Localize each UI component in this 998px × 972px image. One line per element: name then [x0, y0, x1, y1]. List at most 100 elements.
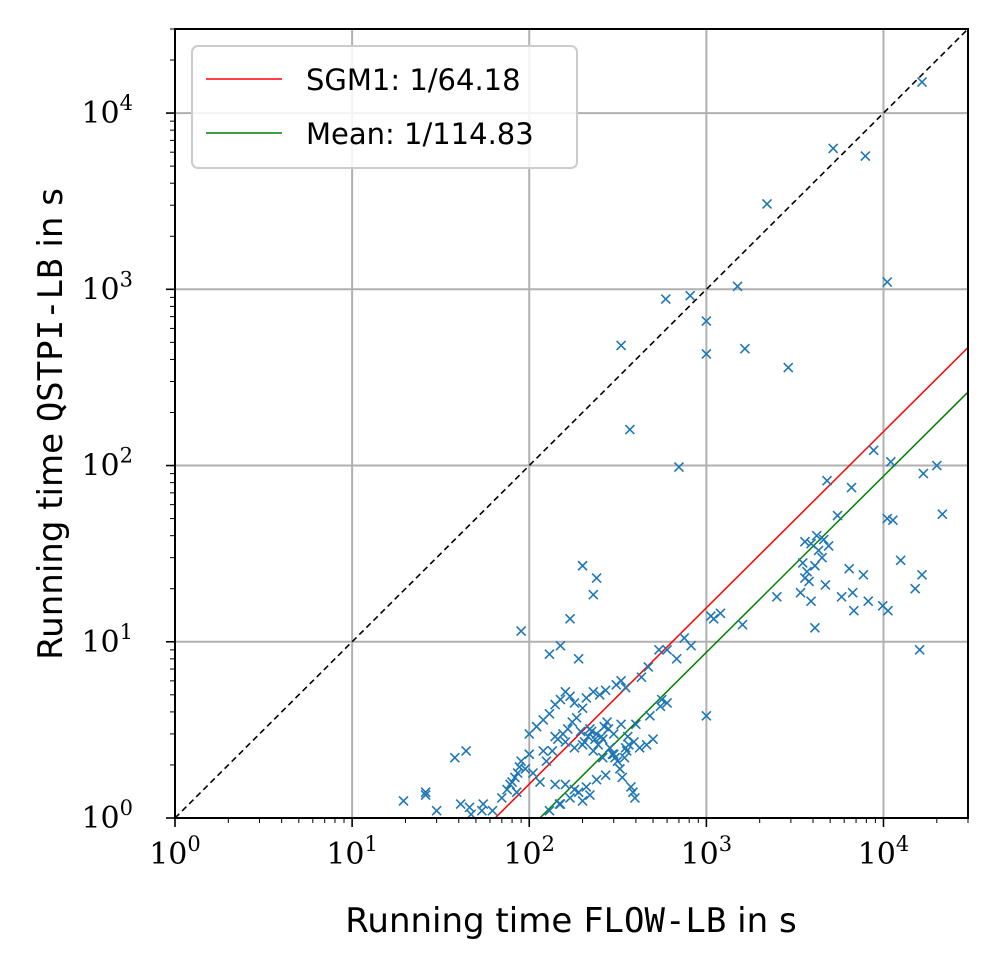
data-point — [600, 685, 611, 696]
data-point — [805, 596, 817, 607]
data-point — [516, 626, 527, 637]
y-tick-label: 102 — [81, 444, 133, 484]
data-point — [737, 619, 748, 630]
data-point — [868, 445, 879, 456]
data-point — [541, 756, 552, 767]
data-point — [715, 608, 726, 619]
data-point — [820, 579, 831, 591]
data-point — [858, 569, 869, 580]
data-point — [597, 752, 608, 763]
data-point — [588, 589, 599, 600]
data-point — [844, 563, 855, 574]
data-point — [847, 587, 858, 598]
data-point — [544, 805, 555, 816]
data-point — [478, 798, 489, 810]
data-points — [398, 76, 948, 820]
data-point — [818, 534, 829, 545]
diagonal-line — [174, 28, 969, 819]
data-point — [761, 198, 773, 210]
data-point — [918, 468, 929, 479]
data-point — [581, 692, 592, 704]
data-point — [701, 710, 712, 721]
data-point — [832, 510, 843, 521]
data-point — [732, 281, 743, 292]
data-point — [910, 583, 921, 594]
data-point — [589, 734, 601, 745]
data-point — [516, 756, 527, 767]
data-point — [828, 143, 839, 154]
data-point — [863, 596, 874, 607]
data-point — [660, 294, 671, 305]
data-point — [554, 798, 565, 810]
sgm1-line — [494, 346, 969, 819]
data-point — [588, 745, 599, 757]
data-point — [593, 739, 604, 750]
y-tick-label: 101 — [81, 620, 133, 660]
data-point — [624, 424, 635, 435]
data-point — [882, 605, 894, 616]
data-point — [627, 787, 639, 798]
data-point — [591, 572, 602, 584]
data-point — [783, 362, 794, 373]
data-point — [644, 710, 655, 721]
x-axis-label-prefix: Running time — [345, 901, 583, 941]
data-point — [591, 774, 602, 785]
data-point — [550, 779, 561, 790]
data-point — [573, 787, 584, 798]
data-point — [511, 787, 522, 798]
data-point — [577, 560, 588, 571]
data-point — [885, 456, 896, 467]
data-point — [573, 653, 584, 664]
y-tick-label: 100 — [81, 796, 133, 836]
data-point — [701, 316, 712, 327]
x-tick-label: 104 — [858, 832, 910, 872]
x-tick-label: 101 — [326, 832, 378, 872]
data-point — [931, 460, 942, 471]
data-point — [586, 726, 597, 737]
data-point — [555, 640, 566, 651]
data-point — [617, 772, 628, 783]
data-point — [809, 622, 820, 633]
data-point — [836, 591, 847, 602]
data-point — [619, 752, 630, 763]
data-point — [662, 644, 673, 655]
data-point — [527, 767, 539, 779]
data-point — [813, 545, 824, 556]
data-point — [801, 566, 813, 577]
data-point — [547, 745, 558, 757]
data-point — [577, 703, 588, 714]
data-point — [431, 805, 442, 816]
data-point — [455, 798, 466, 810]
data-point — [520, 763, 531, 774]
data-point — [708, 613, 719, 624]
data-point — [461, 745, 472, 757]
data-point — [887, 515, 898, 526]
data-point — [562, 723, 573, 735]
data-point — [662, 697, 673, 708]
x-tick-label: 100 — [149, 832, 201, 872]
data-point — [575, 726, 586, 737]
data-point — [860, 151, 871, 162]
legend-mean-label: Mean: 1/114.83 — [306, 117, 534, 151]
data-point — [621, 745, 632, 757]
data-point — [634, 742, 645, 753]
data-point — [544, 649, 555, 660]
y-tick-label: 104 — [81, 91, 133, 131]
legend-sgm1-label: SGM1: 1/64.18 — [306, 63, 521, 97]
data-point — [821, 475, 833, 486]
data-point — [564, 792, 576, 803]
data-point — [616, 719, 627, 730]
data-point — [671, 653, 682, 664]
x-axis-label-suffix: in s — [726, 901, 796, 941]
data-point — [673, 462, 684, 473]
data-point — [569, 697, 580, 708]
data-point — [811, 530, 822, 541]
plot-frame — [174, 28, 969, 819]
data-point — [505, 779, 516, 790]
data-point — [512, 767, 523, 779]
data-point — [601, 717, 613, 728]
data-point — [569, 742, 580, 753]
data-point — [623, 739, 634, 750]
data-point — [502, 784, 513, 795]
data-point — [625, 781, 636, 793]
